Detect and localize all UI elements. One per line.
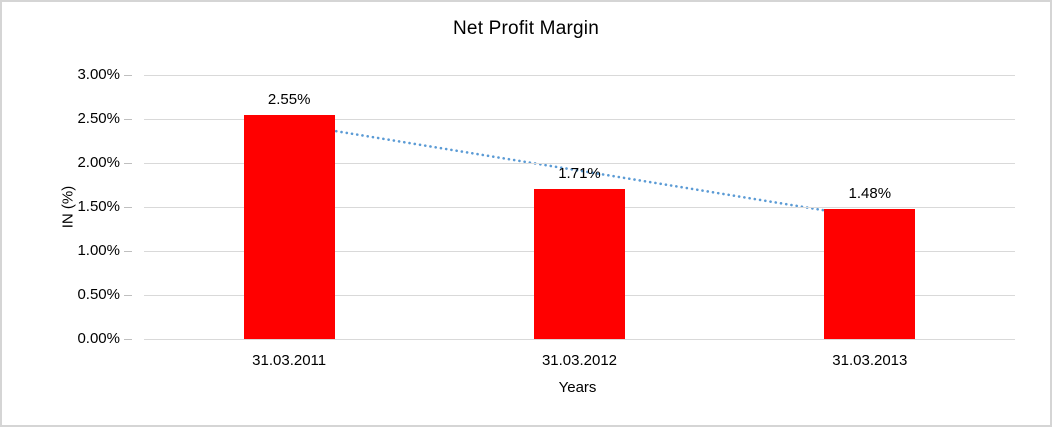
x-axis-category-label: 31.03.2011 [252, 352, 327, 369]
bar-31.03.2012 [534, 188, 625, 339]
y-axis-tick [124, 339, 132, 340]
y-axis-tick [124, 251, 132, 252]
chart-title: Net Profit Margin [453, 18, 599, 39]
y-axis-tick-label: 0.50% [77, 286, 120, 303]
bar-data-label: 1.71% [558, 164, 601, 182]
bar-data-label: 1.48% [848, 184, 892, 202]
y-axis-tick-label: 1.00% [77, 242, 120, 259]
y-axis-tick-label: 1.50% [77, 198, 120, 215]
x-axis-title-text: Years [558, 379, 597, 396]
x-axis-category-label: 31.03.2013 [832, 352, 908, 369]
bar-data-label: 2.55% [267, 90, 311, 108]
x-axis-category-label: 31.03.2012 [541, 352, 618, 369]
gridline [144, 163, 1015, 164]
gridline [144, 75, 1015, 76]
y-axis-tick-label: 2.00% [77, 154, 120, 171]
gridline [144, 119, 1015, 120]
y-axis-tick-label: 2.50% [77, 110, 120, 127]
gridline [144, 339, 1015, 340]
y-axis-tick [124, 163, 132, 164]
y-axis-tick-label: 0.00% [77, 330, 120, 347]
bar-31.03.2013 [824, 208, 916, 339]
y-axis-tick-label: 3.00% [77, 66, 120, 83]
bar-31.03.2011 [243, 114, 335, 339]
y-axis-tick [124, 119, 132, 120]
x-axis-title: Years [54, 379, 1051, 396]
y-axis-tick [124, 75, 132, 76]
y-axis-tick [124, 207, 132, 208]
y-axis-tick [124, 295, 132, 296]
